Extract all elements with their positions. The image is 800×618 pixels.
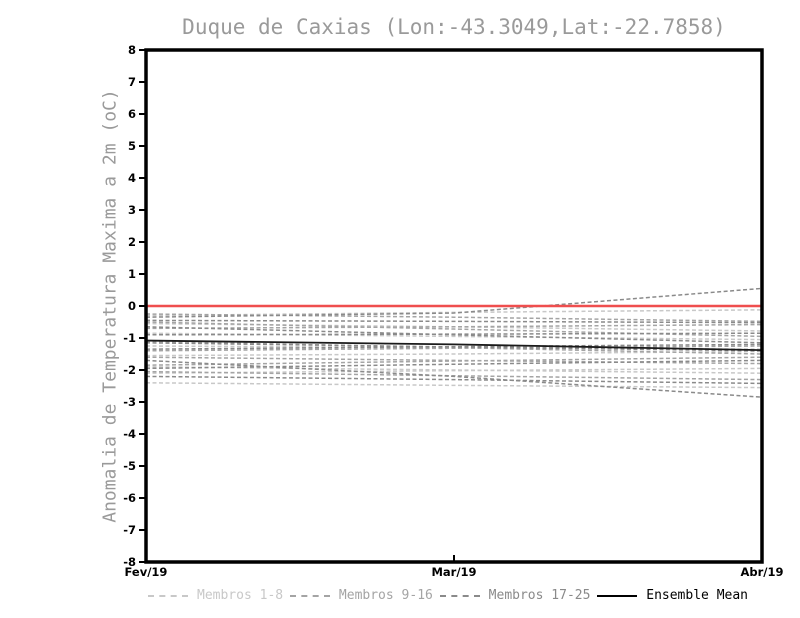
member-line-23	[145, 359, 763, 398]
legend-item-ensemble-mean: Ensemble Mean	[597, 588, 748, 603]
chart-legend: Membros 1-8 Membros 9-16 Membros 17-25 E…	[148, 588, 748, 603]
y-tick-label: 2	[127, 235, 136, 249]
y-tick-label: 1	[127, 267, 136, 281]
legend-label-ensemble-mean: Ensemble Mean	[646, 588, 748, 603]
legend-item-membros-17-25: Membros 17-25	[439, 588, 591, 603]
member-line-18	[145, 319, 763, 324]
x-tick-label-abr: Abr/19	[740, 565, 784, 579]
member-line-20	[145, 332, 763, 336]
legend-item-membros-9-16: Membros 9-16	[289, 588, 433, 603]
y-tick-label: -6	[123, 491, 136, 505]
member-line-25	[145, 375, 763, 385]
y-tick-label: 0	[127, 299, 136, 313]
y-tick-label: -1	[123, 331, 136, 345]
member-line-10	[145, 321, 763, 338]
legend-label-membros-1-8: Membros 1-8	[197, 588, 284, 603]
ensemble-mean-line	[145, 339, 763, 352]
member-line-5	[145, 350, 763, 357]
legend-item-membros-1-8: Membros 1-8	[148, 588, 283, 603]
member-line-13	[145, 345, 763, 352]
membros-9-16-line-sample	[289, 594, 330, 597]
y-tick-label: -2	[123, 363, 136, 377]
member-line-9	[145, 313, 763, 323]
y-tick-label: 5	[127, 139, 136, 153]
x-tick-label-mar: Mar/19	[431, 565, 477, 579]
legend-label-membros-9-16: Membros 9-16	[338, 588, 433, 603]
member-line-3	[145, 332, 763, 341]
y-tick-label: -5	[123, 459, 136, 473]
y-tick-label: -7	[123, 523, 136, 537]
y-tick-label: 3	[127, 203, 136, 217]
y-tick-label: 7	[127, 75, 136, 89]
x-tick-label-fev: Fev/19	[124, 565, 168, 579]
ensemble-mean-line-sample	[597, 594, 638, 597]
member-line-24	[145, 359, 763, 370]
member-line-11	[145, 323, 763, 330]
legend-label-membros-17-25: Membros 17-25	[488, 588, 591, 603]
membros-1-8-line-sample	[148, 594, 188, 597]
member-line-22	[145, 343, 763, 350]
y-tick-label: -3	[123, 395, 136, 409]
member-line-7	[145, 367, 763, 374]
member-line-17	[145, 287, 763, 318]
member-line-8	[145, 382, 763, 389]
y-tick-label: -8	[123, 555, 136, 569]
y-tick-label: 6	[127, 107, 136, 121]
membros-17-25-line-sample	[439, 594, 480, 597]
member-line-15	[145, 356, 763, 366]
y-tick-label: 8	[127, 43, 136, 57]
y-tick-label: -4	[123, 427, 136, 441]
chart-title: Duque de Caxias (Lon:-43.3049,Lat:-22.78…	[182, 15, 726, 39]
y-tick-label: 4	[127, 171, 136, 185]
